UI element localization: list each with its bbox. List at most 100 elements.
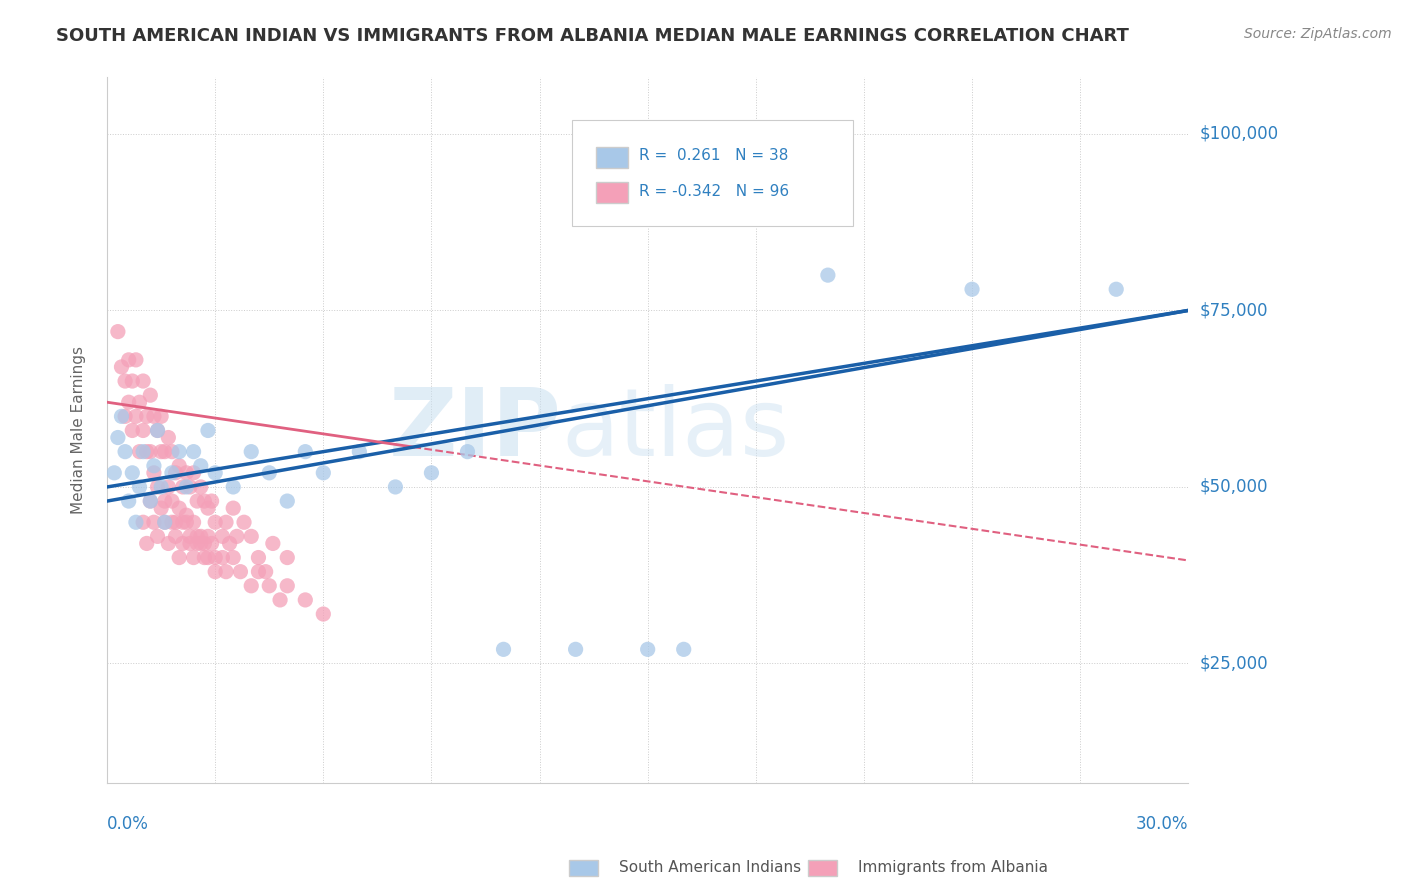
Point	[160, 444, 183, 458]
Point	[183, 444, 205, 458]
Point	[204, 550, 226, 565]
Point	[160, 466, 183, 480]
Point	[186, 536, 208, 550]
Point	[132, 444, 155, 458]
Point	[114, 374, 136, 388]
Point	[420, 466, 443, 480]
Point	[176, 515, 198, 529]
Text: 0.0%: 0.0%	[107, 815, 149, 833]
Point	[125, 352, 148, 367]
Point	[564, 642, 586, 657]
Point	[150, 409, 173, 424]
Point	[247, 565, 270, 579]
Point	[125, 515, 148, 529]
FancyBboxPatch shape	[596, 146, 628, 168]
Text: ZIP: ZIP	[388, 384, 561, 476]
Point	[150, 444, 173, 458]
Point	[179, 536, 201, 550]
Point	[190, 458, 212, 473]
Point	[1105, 282, 1128, 296]
Point	[150, 501, 173, 516]
Point	[160, 494, 183, 508]
Point	[110, 359, 132, 374]
Point	[197, 550, 219, 565]
Point	[186, 494, 208, 508]
Point	[204, 565, 226, 579]
Point	[157, 536, 180, 550]
Point	[172, 536, 194, 550]
Point	[215, 565, 238, 579]
Point	[225, 529, 247, 543]
Point	[229, 565, 252, 579]
Point	[211, 529, 233, 543]
Point	[200, 494, 222, 508]
Point	[128, 395, 150, 409]
Point	[150, 480, 173, 494]
Point	[135, 444, 157, 458]
Point	[146, 424, 169, 438]
Text: Source: ZipAtlas.com: Source: ZipAtlas.com	[1244, 27, 1392, 41]
Point	[276, 494, 298, 508]
Text: $50,000: $50,000	[1199, 478, 1268, 496]
Text: R =  0.261   N = 38: R = 0.261 N = 38	[640, 147, 789, 162]
Point	[142, 458, 165, 473]
Point	[107, 431, 129, 445]
Point	[240, 444, 263, 458]
Point	[215, 515, 238, 529]
Point	[157, 431, 180, 445]
Text: South American Indians: South American Indians	[619, 860, 801, 874]
Point	[125, 409, 148, 424]
Point	[240, 579, 263, 593]
Point	[294, 444, 316, 458]
Point	[146, 480, 169, 494]
Point	[107, 325, 129, 339]
Point	[139, 388, 162, 402]
Point	[183, 466, 205, 480]
Point	[312, 607, 335, 621]
Point	[157, 480, 180, 494]
Point	[186, 529, 208, 543]
Point	[121, 424, 143, 438]
Point	[167, 458, 190, 473]
Point	[128, 480, 150, 494]
Point	[121, 466, 143, 480]
Point	[167, 501, 190, 516]
Point	[135, 409, 157, 424]
Point	[262, 536, 284, 550]
Point	[183, 515, 205, 529]
Point	[167, 550, 190, 565]
Point	[200, 536, 222, 550]
Text: $100,000: $100,000	[1199, 125, 1278, 143]
Point	[114, 409, 136, 424]
Point	[153, 494, 176, 508]
Point	[233, 515, 256, 529]
Point	[204, 515, 226, 529]
Point	[110, 409, 132, 424]
Text: 30.0%: 30.0%	[1136, 815, 1188, 833]
Point	[146, 529, 169, 543]
Point	[637, 642, 659, 657]
Point	[222, 550, 245, 565]
Point	[218, 536, 240, 550]
Point	[179, 529, 201, 543]
Point	[165, 515, 187, 529]
Point	[146, 424, 169, 438]
Point	[160, 515, 183, 529]
Point	[190, 480, 212, 494]
Point	[153, 444, 176, 458]
Point	[183, 550, 205, 565]
Point	[121, 374, 143, 388]
Point	[176, 480, 198, 494]
Point	[349, 444, 371, 458]
Point	[276, 550, 298, 565]
Y-axis label: Median Male Earnings: Median Male Earnings	[72, 346, 86, 515]
Point	[960, 282, 983, 296]
Text: $75,000: $75,000	[1199, 301, 1268, 319]
Text: atlas: atlas	[561, 384, 789, 476]
Point	[176, 508, 198, 523]
Point	[197, 501, 219, 516]
Point	[294, 593, 316, 607]
Text: SOUTH AMERICAN INDIAN VS IMMIGRANTS FROM ALBANIA MEDIAN MALE EARNINGS CORRELATIO: SOUTH AMERICAN INDIAN VS IMMIGRANTS FROM…	[56, 27, 1129, 45]
Point	[135, 536, 157, 550]
Point	[172, 515, 194, 529]
